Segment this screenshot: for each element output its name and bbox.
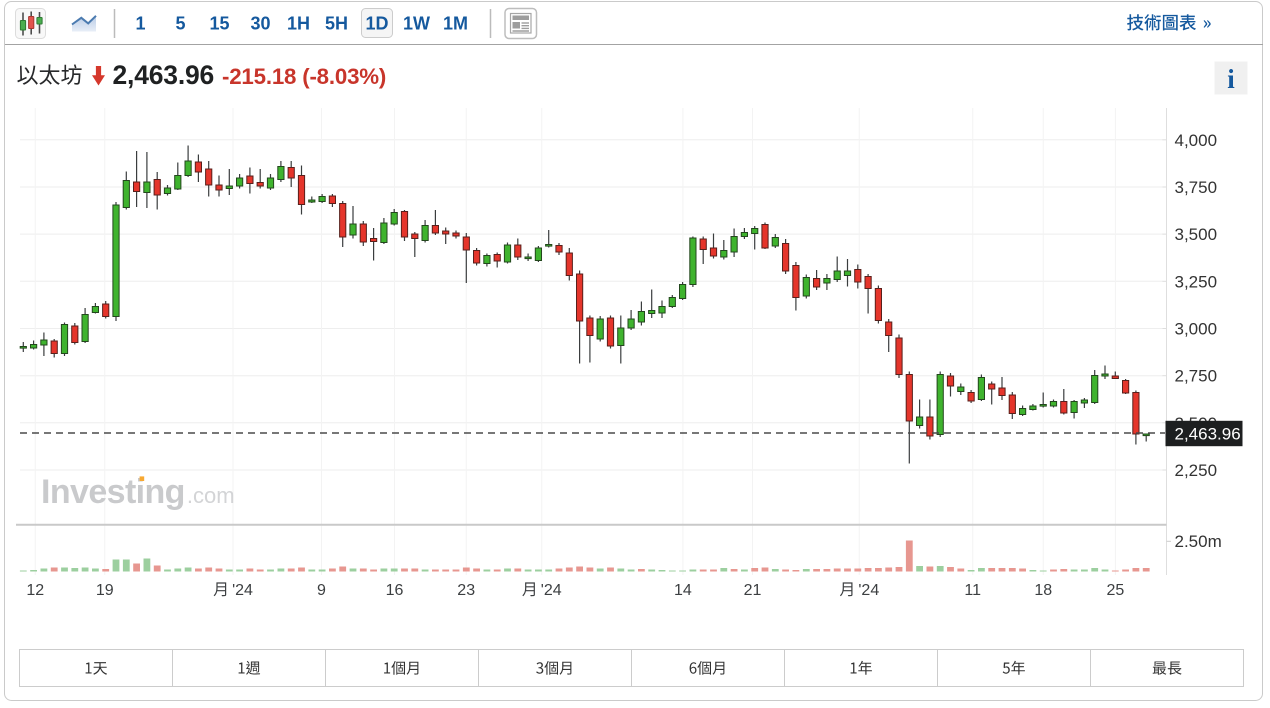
svg-text:3,750: 3,750 bbox=[1175, 178, 1218, 197]
svg-text:12: 12 bbox=[26, 582, 44, 599]
svg-text:11: 11 bbox=[964, 582, 981, 599]
svg-text:2,463.96: 2,463.96 bbox=[113, 60, 215, 90]
svg-text:1W: 1W bbox=[403, 14, 430, 34]
svg-text:2,463.96: 2,463.96 bbox=[1175, 425, 1241, 444]
svg-text:15: 15 bbox=[209, 14, 229, 34]
svg-text:1H: 1H bbox=[287, 14, 310, 34]
svg-text:i: i bbox=[1227, 64, 1235, 94]
svg-text:3,000: 3,000 bbox=[1175, 320, 1218, 339]
svg-text:23: 23 bbox=[457, 582, 475, 599]
svg-text:21: 21 bbox=[744, 582, 762, 599]
svg-text:19: 19 bbox=[96, 582, 114, 599]
svg-text:'24: '24 bbox=[232, 582, 253, 599]
svg-text:'24: '24 bbox=[541, 582, 562, 599]
svg-text:4,000: 4,000 bbox=[1175, 131, 1218, 150]
svg-text:1: 1 bbox=[135, 14, 145, 34]
svg-text:1M: 1M bbox=[443, 14, 468, 34]
svg-text:30: 30 bbox=[250, 14, 270, 34]
svg-text:18: 18 bbox=[1034, 582, 1052, 599]
svg-text:3,500: 3,500 bbox=[1175, 225, 1218, 244]
svg-text:16: 16 bbox=[386, 582, 404, 599]
svg-text:.com: .com bbox=[187, 483, 235, 508]
svg-text:1D: 1D bbox=[365, 14, 388, 34]
svg-text:'24: '24 bbox=[858, 582, 879, 599]
svg-text:-215.18 (-8.03%): -215.18 (-8.03%) bbox=[222, 64, 386, 89]
svg-text:Investing: Investing bbox=[41, 473, 185, 511]
svg-text:2,750: 2,750 bbox=[1175, 367, 1218, 386]
svg-text:14: 14 bbox=[674, 582, 692, 599]
svg-text:25: 25 bbox=[1107, 582, 1125, 599]
svg-text:2.50m: 2.50m bbox=[1175, 532, 1222, 551]
svg-text:3,250: 3,250 bbox=[1175, 272, 1218, 291]
svg-text:5H: 5H bbox=[325, 14, 348, 34]
svg-text:2,250: 2,250 bbox=[1175, 461, 1218, 480]
svg-text:9: 9 bbox=[317, 582, 326, 599]
svg-text:5: 5 bbox=[175, 14, 185, 34]
